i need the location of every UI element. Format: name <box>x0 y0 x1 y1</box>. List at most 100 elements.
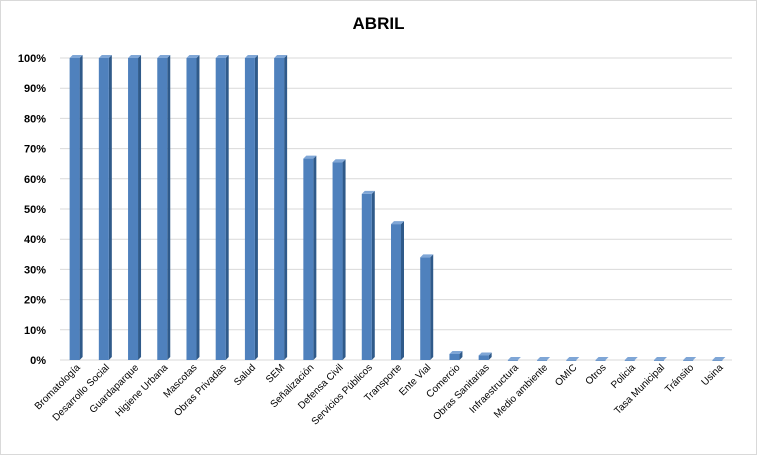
x-tick-label: OMIC <box>553 362 579 388</box>
bar <box>128 55 142 360</box>
bar <box>274 55 288 360</box>
x-tick-label: Higiene Urbana <box>113 362 170 419</box>
chart-title: ABRIL <box>352 14 405 33</box>
bars <box>69 55 726 361</box>
bar-top <box>98 55 112 58</box>
bar <box>566 357 580 361</box>
bar-front <box>215 58 226 360</box>
bar-side <box>196 55 200 360</box>
bar <box>391 221 404 360</box>
bar-top <box>186 55 200 58</box>
bar <box>624 357 638 361</box>
bar-top <box>361 190 375 194</box>
bar-top <box>624 357 638 360</box>
bar <box>507 357 521 361</box>
bar <box>595 357 609 361</box>
bar-front <box>712 360 723 361</box>
bar-front <box>332 162 343 360</box>
bar-front <box>624 360 635 361</box>
x-tick-label: Tránsito <box>663 362 696 395</box>
bar-front <box>391 224 401 360</box>
bar <box>653 357 667 361</box>
bar-front <box>361 193 372 360</box>
bar <box>537 357 551 361</box>
bar-side <box>284 55 288 360</box>
bar-top <box>653 357 667 360</box>
bar-top <box>391 221 404 225</box>
x-tick-label: Medio ambiente <box>492 362 550 420</box>
y-tick-label: 20% <box>24 295 46 307</box>
bar-side <box>371 190 375 360</box>
bar-side <box>254 55 258 360</box>
bar-front <box>449 353 460 360</box>
bar-side <box>401 221 404 360</box>
bar-front <box>98 58 109 360</box>
x-tick-label: Obras Privadas <box>172 362 229 419</box>
x-tick-label: Usina <box>700 362 726 388</box>
bar-side <box>313 155 317 360</box>
bar <box>303 155 317 360</box>
bar-front <box>595 360 606 361</box>
bar-top <box>595 357 609 360</box>
bar <box>69 55 83 360</box>
bar-front <box>507 360 518 361</box>
bar-front <box>566 360 577 361</box>
bar <box>712 357 726 361</box>
bar-top <box>420 254 434 258</box>
y-tick-label: 40% <box>24 234 46 246</box>
y-tick-label: 90% <box>24 83 46 95</box>
bar-top <box>537 357 551 360</box>
bar-top <box>157 55 171 58</box>
bar-front <box>244 58 255 360</box>
bar-top <box>449 350 463 354</box>
bar-top <box>683 357 697 360</box>
bar <box>215 55 229 360</box>
bar-top <box>478 352 492 356</box>
bar-side <box>138 55 142 360</box>
bar-top <box>244 55 258 58</box>
bar <box>186 55 200 360</box>
y-tick-label: 100% <box>18 53 46 65</box>
bar-top <box>303 155 317 159</box>
y-tick-label: 30% <box>24 264 46 276</box>
y-axis-ticks: 0% 10% 20% 30% 40% 50% 60% 70% 80% 90% 100% <box>18 53 46 367</box>
bar-front <box>274 58 285 360</box>
bar <box>157 55 171 360</box>
bar-top <box>274 55 288 58</box>
y-tick-label: 60% <box>24 174 46 186</box>
x-tick-label: SEM <box>264 362 287 385</box>
bar-top <box>712 357 726 360</box>
bar <box>420 254 434 360</box>
bar-side <box>342 159 346 360</box>
bar-front <box>537 360 548 361</box>
bar <box>244 55 258 360</box>
bar-front <box>69 58 80 360</box>
bar-top <box>566 357 580 360</box>
gridlines <box>60 57 732 361</box>
bar <box>332 159 346 360</box>
bar-front <box>186 58 197 360</box>
bar-front <box>683 360 694 361</box>
bar-side <box>225 55 229 360</box>
y-tick-label: 50% <box>24 204 46 216</box>
bar-top <box>215 55 229 58</box>
bar-side <box>488 352 492 360</box>
bar-front <box>653 360 664 361</box>
bar-side <box>459 350 463 360</box>
x-tick-label: Otros <box>584 362 609 387</box>
y-tick-label: 10% <box>24 325 46 337</box>
bar-front <box>420 257 431 360</box>
bar <box>449 350 463 360</box>
bar-side <box>167 55 171 360</box>
bar-side <box>430 254 434 360</box>
bar <box>98 55 112 360</box>
bar-front <box>128 58 139 360</box>
bar-side <box>108 55 112 360</box>
bar-front <box>157 58 168 360</box>
bar <box>361 190 375 360</box>
y-tick-label: 70% <box>24 144 46 156</box>
bar-top <box>128 55 142 58</box>
